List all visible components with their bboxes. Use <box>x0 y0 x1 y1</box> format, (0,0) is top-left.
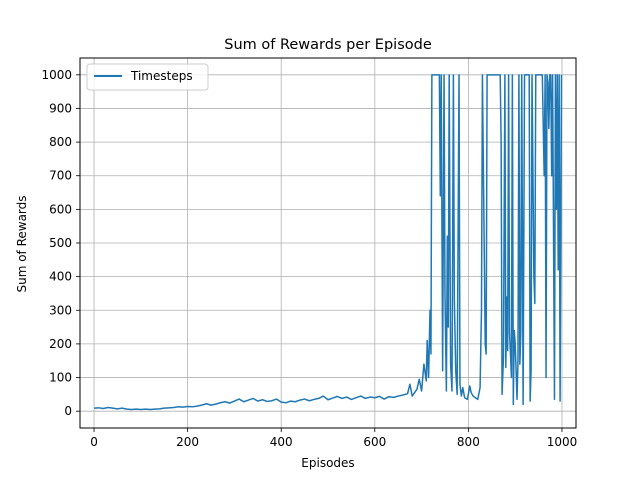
series-layer <box>93 74 563 411</box>
chart-title: Sum of Rewards per Episode <box>224 37 432 53</box>
y-tick-label: 900 <box>49 101 72 115</box>
y-tick-label: 100 <box>49 371 72 385</box>
y-axis-label: Sum of Rewards <box>15 195 29 292</box>
x-tick-label: 1000 <box>547 435 578 449</box>
x-tick-label: 400 <box>270 435 293 449</box>
y-tick-label: 200 <box>49 337 72 351</box>
y-tick-label: 500 <box>49 236 72 250</box>
y-tick-label: 600 <box>49 202 72 216</box>
x-tick-label: 0 <box>90 435 98 449</box>
y-tick-label: 400 <box>49 270 72 284</box>
x-tick-label: 800 <box>457 435 480 449</box>
legend-box <box>86 63 209 91</box>
legend: Timesteps <box>86 63 209 91</box>
x-axis-ticks: 0 200 400 600 800 1000 <box>90 428 577 449</box>
y-tick-label: 0 <box>64 404 72 418</box>
x-tick-label: 200 <box>176 435 199 449</box>
y-tick-label: 300 <box>49 303 72 317</box>
y-tick-label: 700 <box>49 169 72 183</box>
y-axis-ticks: 0 100 200 300 400 500 600 700 800 900 1000 <box>41 68 80 418</box>
x-tick-label: 600 <box>363 435 386 449</box>
y-tick-label: 1000 <box>41 68 72 82</box>
x-axis-label: Episodes <box>301 456 354 470</box>
y-tick-label: 800 <box>49 135 72 149</box>
legend-label-timesteps: Timesteps <box>130 69 193 83</box>
series-line-timesteps <box>93 74 563 411</box>
